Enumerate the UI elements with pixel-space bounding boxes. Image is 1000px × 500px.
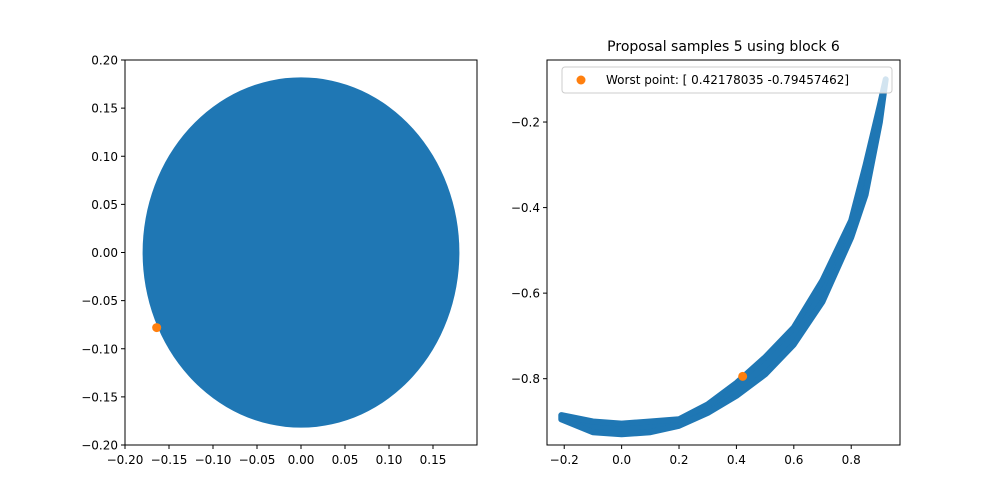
right-worst-point — [738, 371, 748, 381]
right-y-tick-label: −0.2 — [511, 116, 540, 130]
left-y-tick-label: −0.20 — [81, 439, 118, 453]
right-x-tick-label: 0.0 — [612, 453, 631, 467]
left-x-tick-label: 0.15 — [420, 453, 447, 467]
right-plot-frame — [546, 59, 901, 446]
left-x-tick-label: 0.00 — [288, 453, 315, 467]
left-x-tick-label: 0.05 — [332, 453, 359, 467]
right-x-tick-label: 0.6 — [784, 453, 803, 467]
left-y-axis: −0.20 −0.15 −0.10 −0.05 0.00 0.05 0.10 0.15 0.20 — [81, 54, 125, 453]
right-y-tick-label: −0.4 — [511, 201, 540, 215]
right-plot-title: Proposal samples 5 using block 6 — [607, 39, 840, 55]
left-x-tick-label: 0.10 — [376, 453, 403, 467]
left-y-tick-label: −0.05 — [81, 294, 118, 308]
right-y-axis: −0.8 −0.6 −0.4 −0.2 — [511, 116, 547, 386]
left-plot-data — [142, 77, 460, 428]
right-x-tick-label: 0.8 — [842, 453, 861, 467]
left-y-tick-label: 0.15 — [91, 102, 118, 116]
left-y-tick-label: 0.05 — [91, 198, 118, 212]
right-y-tick-label: −0.6 — [511, 287, 540, 301]
right-y-tick-label: −0.8 — [511, 372, 540, 386]
right-x-tick-label: 0.4 — [727, 453, 746, 467]
left-worst-point — [152, 323, 162, 333]
left-x-tick-label: −0.05 — [239, 453, 276, 467]
legend-marker-worst-point — [576, 75, 586, 85]
left-y-tick-label: 0.00 — [91, 246, 118, 260]
left-y-tick-label: 0.20 — [91, 54, 118, 68]
right-x-tick-label: −0.2 — [550, 453, 579, 467]
left-x-tick-label: −0.15 — [151, 453, 188, 467]
left-scatter-plot: −0.20 −0.15 −0.10 −0.05 0.00 0.05 0.10 0.15 −0.… — [81, 54, 478, 467]
left-x-tick-label: −0.20 — [107, 453, 144, 467]
left-x-tick-label: −0.10 — [195, 453, 232, 467]
left-y-tick-label: −0.10 — [81, 342, 118, 356]
legend-box — [561, 66, 893, 94]
left-y-tick-label: −0.15 — [81, 390, 118, 404]
right-x-axis: −0.2 0.0 0.2 0.4 0.6 0.8 — [550, 445, 861, 467]
right-x-tick-label: 0.2 — [669, 453, 688, 467]
legend: Worst point: [ 0.42178035 -0.79457462] — [561, 66, 893, 94]
legend-label-worst-point: Worst point: [ 0.42178035 -0.79457462] — [606, 73, 849, 87]
left-x-axis: −0.20 −0.15 −0.10 −0.05 0.00 0.05 0.10 0.15 — [107, 445, 447, 467]
left-samples-cloud — [142, 77, 460, 428]
left-y-tick-label: 0.10 — [91, 150, 118, 164]
right-scatter-plot: Proposal samples 5 using block 6 −0.2 0.0… — [511, 39, 901, 467]
